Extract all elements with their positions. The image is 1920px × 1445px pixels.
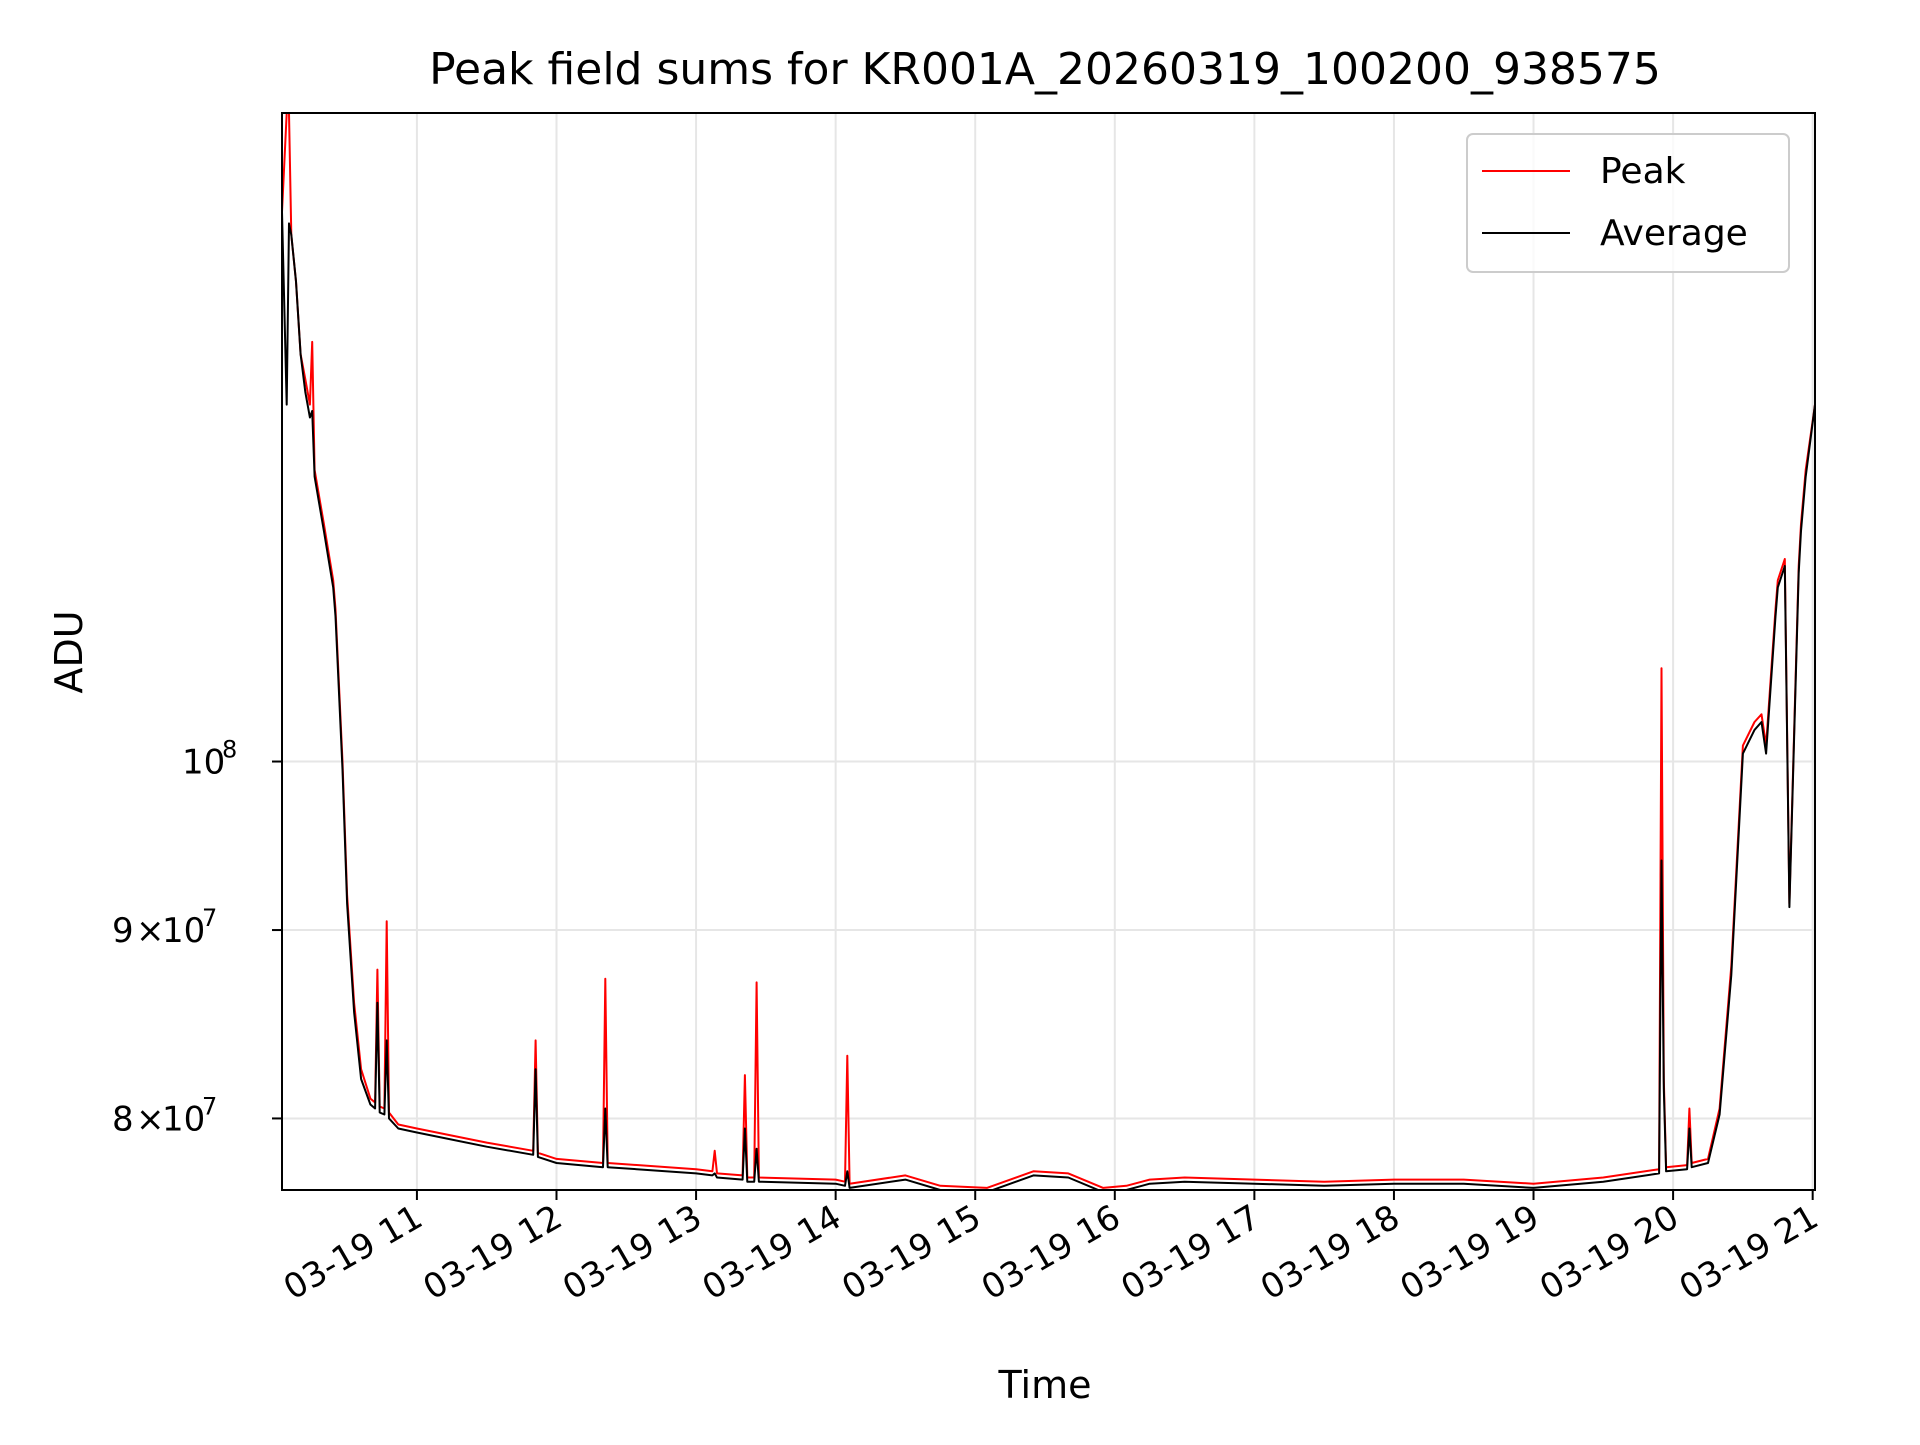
y-tick-base: 10 [162, 911, 205, 951]
y-tick-times: × [136, 911, 165, 951]
y-tick-exponent: 7 [202, 904, 217, 932]
x-axis-label: Time [998, 1363, 1092, 1407]
y-tick-label: 8 ×107 [112, 1092, 217, 1139]
y-tick-base: 10 [162, 1099, 205, 1139]
y-tick-mantissa: 9 [112, 911, 134, 951]
legend-box [1466, 133, 1790, 273]
grid-lines [282, 113, 1815, 1190]
y-tick-base: 10 [182, 743, 225, 783]
y-axis-label: ADU [47, 610, 91, 693]
series-line-average [282, 211, 1815, 1190]
y-tick-mantissa: 8 [112, 1099, 134, 1139]
legend-label-peak: Peak [1600, 151, 1686, 192]
legend: Peak Average [1466, 133, 1790, 273]
chart-title: Peak field sums for KR001A_20260319_1002… [429, 44, 1661, 95]
y-tick-exponent: 7 [202, 1092, 217, 1120]
y-tick-exponent: 8 [222, 736, 237, 764]
y-tick-label: 9 ×107 [112, 904, 217, 951]
legend-label-average: Average [1600, 213, 1748, 254]
y-tick-label: 108 [182, 736, 237, 783]
plot-frame [281, 112, 1816, 1191]
series-lines [282, 113, 1815, 1190]
y-tick-times: × [136, 1099, 165, 1139]
